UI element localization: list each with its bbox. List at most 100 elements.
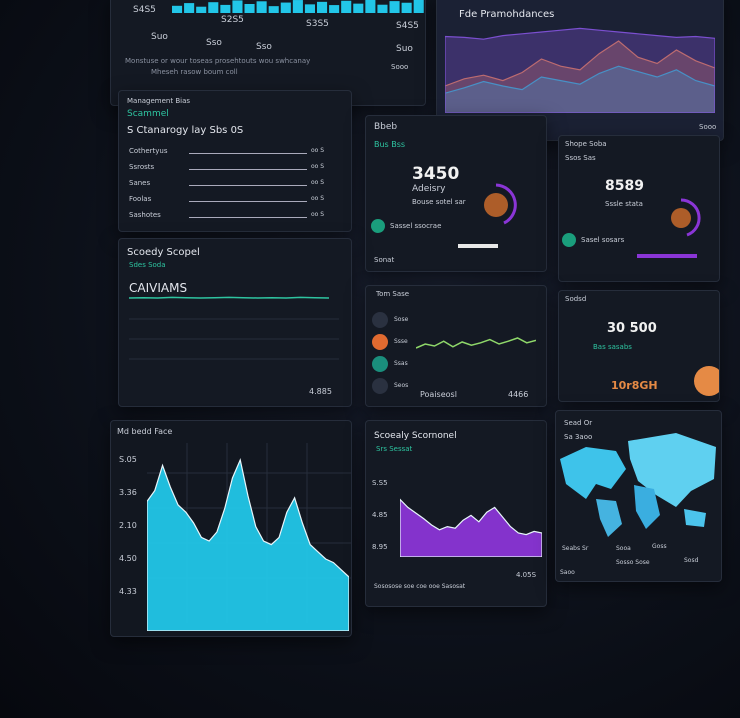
tag: Ssos Sas	[565, 154, 596, 162]
icon	[694, 366, 719, 396]
area	[400, 498, 542, 557]
area	[445, 40, 715, 113]
bar	[377, 4, 388, 13]
row-label: Cothertyus	[129, 147, 168, 155]
tick-label: S2S5	[221, 15, 244, 25]
icon	[371, 219, 385, 233]
label: Suo	[396, 44, 413, 54]
bar	[232, 0, 243, 13]
tick-label: S4S5	[133, 5, 156, 15]
panel-title: Scoedy Scopel	[127, 247, 200, 258]
map-label: Seabs Sr	[562, 545, 589, 552]
map-label: Goss	[652, 543, 667, 550]
management-panel: Management Bias Scammel S Ctanarogy lay …	[118, 90, 352, 232]
kpi-value: 8589	[605, 178, 644, 194]
kpi-value: 3450	[412, 164, 460, 184]
panel-title: Tom Sase	[376, 290, 410, 298]
bar	[244, 4, 255, 13]
subtitle: Sdes Soda	[129, 261, 166, 269]
link[interactable]: Sooo	[391, 63, 409, 71]
y-tick-label: 3.36	[119, 488, 137, 497]
area-chart	[147, 458, 349, 631]
spend-panel: Scoedy Scopel Sdes Soda CAIVIAMS 4.885	[118, 238, 352, 407]
bar	[329, 5, 340, 13]
footer: Sosd	[684, 557, 699, 564]
item-icon	[372, 378, 388, 394]
panel-title: Fde Pramohdances	[459, 9, 555, 20]
bar	[401, 2, 412, 13]
sales-panel: Sodsd 30 500 Bas sasabs 10r8GH	[558, 290, 720, 402]
y-tick-label: S.05	[119, 455, 137, 464]
bar	[256, 1, 267, 13]
item-icon	[372, 334, 388, 350]
item-label: Ssas	[394, 360, 408, 367]
subtitle: Sa 3aoo	[564, 433, 593, 441]
line-chart	[416, 337, 536, 349]
bar	[389, 1, 400, 13]
y-tick-label: 2.10	[119, 521, 137, 530]
area-chart	[400, 498, 542, 557]
label: Sso	[206, 38, 222, 48]
row-value: oo S	[311, 211, 325, 218]
y-tick-label: 4.33	[119, 587, 137, 596]
label: Sso	[256, 42, 272, 52]
row-label: Sanes	[129, 179, 151, 187]
line	[129, 296, 329, 299]
panel-title: Md bedd Face	[117, 427, 173, 436]
item-icon	[372, 356, 388, 372]
total: 4.05S	[516, 571, 537, 579]
volume-panel: Md bedd Face S.05 3.36 2.10 4.50 4.33	[110, 420, 352, 637]
bar	[341, 0, 352, 13]
link[interactable]: Sooo	[699, 123, 717, 131]
row-label: Sashotes	[129, 211, 161, 219]
area	[445, 65, 715, 113]
progress	[637, 254, 697, 258]
tick-label: S3S5	[306, 19, 329, 29]
grid	[129, 318, 339, 360]
bar	[413, 0, 424, 13]
panel-title: Management Bias	[127, 97, 191, 105]
heading: CAIVIAMS	[129, 281, 188, 295]
gauge	[671, 198, 701, 237]
subtitle: Srs Sessat	[376, 445, 413, 453]
row-value: oo S	[311, 195, 325, 202]
note: Sososose soe coe ooe Sasosat	[374, 583, 466, 590]
bar	[184, 3, 195, 13]
gauge	[484, 183, 517, 225]
total: 4.885	[309, 387, 332, 396]
trends-panel: Fde Pramohdances Sooo	[436, 0, 724, 141]
bar	[208, 2, 219, 13]
item-icon	[372, 312, 388, 328]
line-chart	[129, 296, 329, 299]
subtitle: Scammel	[127, 109, 169, 119]
row-value: oo S	[311, 163, 325, 170]
panel-title: Sead Or	[564, 419, 593, 427]
bar-chart	[172, 0, 424, 13]
row-value: oo S	[311, 147, 325, 154]
area	[445, 27, 715, 113]
line	[416, 337, 536, 349]
area-chart	[445, 27, 715, 113]
bar	[268, 6, 279, 13]
note: Mheseh rasow boum coll	[151, 68, 238, 76]
panel-title: Bbeb	[374, 122, 398, 132]
panel-title: Sodsd	[565, 295, 587, 303]
overview-panel: S4S5 S2S5 S3S5 S4S5 Suo Sso Sso Suo Mons…	[110, 0, 426, 106]
flow-panel: Tom Sase Sose Ssse Ssas Seos Poaiseosl 4466	[365, 285, 547, 407]
y-tick-label: 8.95	[372, 543, 388, 551]
row-line	[189, 217, 307, 218]
kpi-sub: Sssle stata	[605, 200, 643, 208]
bar	[280, 2, 291, 13]
y-tick-label: 4.85	[372, 511, 388, 519]
tick-label: S4S5	[396, 21, 419, 31]
y-tick-label: S.S5	[372, 479, 388, 487]
note: Monstuse or wour toseas prosehtouts wou …	[125, 57, 311, 65]
tag: Bus Bss	[374, 140, 406, 149]
row-line	[189, 201, 307, 202]
row-label: Ssrosts	[129, 163, 155, 171]
label: Suo	[151, 32, 168, 42]
item-label: Seos	[394, 382, 409, 389]
badge: Sasel sosars	[581, 236, 625, 244]
row-label: Foolas	[129, 195, 152, 203]
